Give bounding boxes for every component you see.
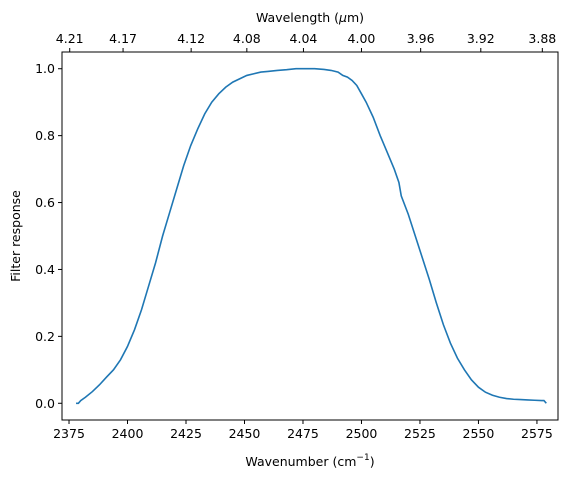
x-tick-label: 2425 <box>170 426 202 441</box>
y-tick-label: 0.4 <box>35 262 55 277</box>
y-tick-label: 0.2 <box>35 329 55 344</box>
top-tick-label: 3.88 <box>528 31 556 46</box>
x-tick-label: 2375 <box>53 426 85 441</box>
y-tick-label: 0.6 <box>35 195 55 210</box>
top-tick-label: 4.21 <box>56 31 84 46</box>
plot-frame <box>61 51 559 421</box>
y-tick-label: 1.0 <box>35 61 55 76</box>
x-tick-label: 2475 <box>287 426 319 441</box>
x-tick-label: 2525 <box>404 426 436 441</box>
top-tick-label: 4.12 <box>177 31 205 46</box>
x-axis-title: Wavenumber (cm−1) <box>245 453 374 469</box>
top-tick-label: 3.96 <box>407 31 435 46</box>
x-axis-ticks: 2375 2400 2425 2450 2475 2500 2525 2550 2575 <box>53 420 553 441</box>
x-tick-label: 2400 <box>112 426 144 441</box>
top-tick-label: 4.08 <box>233 31 261 46</box>
y-tick-label: 0.8 <box>35 128 55 143</box>
x-tick-label: 2550 <box>463 426 495 441</box>
top-axis-ticks: 4.21 4.17 4.12 4.08 4.04 4.00 3.96 3.92 3.88 <box>56 31 556 52</box>
top-tick-label: 3.92 <box>467 31 495 46</box>
top-tick-label: 4.17 <box>109 31 137 46</box>
x-tick-label: 2500 <box>346 426 378 441</box>
top-tick-label: 4.00 <box>348 31 376 46</box>
y-tick-label: 0.0 <box>35 396 55 411</box>
filter-response-line <box>76 67 547 405</box>
y-axis-title: Filter response <box>8 190 23 282</box>
x-tick-label: 2575 <box>521 426 553 441</box>
top-tick-label: 4.04 <box>290 31 318 46</box>
y-axis-ticks: 0.0 0.2 0.4 0.6 0.8 1.0 <box>35 61 62 411</box>
x-tick-label: 2450 <box>229 426 261 441</box>
top-axis-title: Wavelength (μm) <box>256 10 364 25</box>
